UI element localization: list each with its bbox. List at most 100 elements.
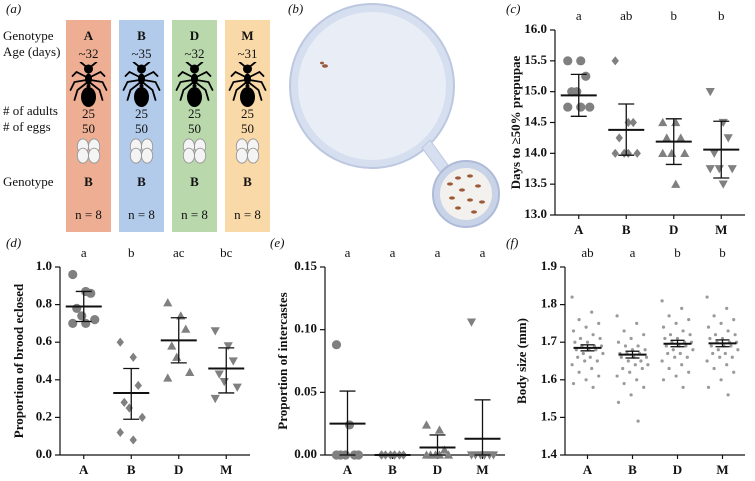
data-point xyxy=(68,269,78,280)
y-tick-label: 1.6 xyxy=(541,371,558,386)
x-tick-label: B xyxy=(622,222,631,237)
significance-letter: b xyxy=(128,245,135,260)
y-tick-label: 0.2 xyxy=(36,408,52,423)
data-point xyxy=(680,148,690,158)
data-point xyxy=(629,117,637,128)
y-tick-label: 1.7 xyxy=(541,333,558,348)
data-point xyxy=(633,148,641,158)
data-point xyxy=(595,359,599,363)
data-point xyxy=(563,56,573,66)
data-point xyxy=(626,359,630,363)
data-point xyxy=(719,321,723,325)
y-tick-label: 1.4 xyxy=(541,446,558,461)
significance-letter: b xyxy=(671,8,678,23)
host-genotype: B xyxy=(243,174,252,189)
x-tick-label: D xyxy=(673,462,682,477)
significance-letter: b xyxy=(718,8,725,23)
eggs: 50 xyxy=(241,121,254,136)
data-point xyxy=(713,333,718,337)
x-tick-label: B xyxy=(628,462,637,477)
significance-letter: a xyxy=(81,245,87,260)
adults: 25 xyxy=(188,106,201,121)
age: ~32 xyxy=(78,46,98,61)
y-tick-label: 14.0 xyxy=(524,144,547,159)
data-point xyxy=(581,351,585,356)
data-point xyxy=(116,337,124,347)
significance-letter: b xyxy=(719,245,726,260)
data-point xyxy=(331,450,342,460)
significance-letter: b xyxy=(674,245,681,260)
data-point xyxy=(709,344,713,348)
data-point xyxy=(730,355,734,359)
y-tick-label: 1.5 xyxy=(541,408,558,423)
data-point xyxy=(571,381,576,386)
data-point xyxy=(711,351,715,356)
data-point xyxy=(594,348,598,352)
data-point xyxy=(591,385,595,389)
data-point xyxy=(678,351,682,356)
data-point xyxy=(725,306,729,310)
data-point xyxy=(72,303,82,313)
row-label: # of eggs xyxy=(3,119,51,134)
y-tick-label: 0.10 xyxy=(294,321,317,336)
x-tick-label: A xyxy=(343,462,353,477)
data-point xyxy=(577,370,581,374)
x-tick-label: D xyxy=(669,222,678,237)
y-tick-label: 1.9 xyxy=(541,258,558,273)
data-point xyxy=(585,340,590,344)
data-point xyxy=(601,351,605,356)
data-point xyxy=(163,298,173,307)
genotype: D xyxy=(190,28,199,43)
y-axis-label: Body size (mm) xyxy=(514,318,529,404)
data-point xyxy=(629,336,633,341)
data-point xyxy=(705,295,709,299)
data-point xyxy=(619,355,623,359)
data-point xyxy=(666,351,670,356)
data-point xyxy=(181,324,191,333)
panel-label: (e) xyxy=(270,235,284,250)
data-point xyxy=(681,385,685,389)
data-point xyxy=(636,419,640,423)
data-point xyxy=(727,165,737,174)
significance-letter: ab xyxy=(581,245,593,260)
data-point xyxy=(576,355,580,359)
data-point xyxy=(667,314,671,318)
data-point xyxy=(588,355,592,359)
data-point xyxy=(726,393,730,397)
adults: 25 xyxy=(82,106,95,121)
data-point xyxy=(671,179,681,188)
data-point xyxy=(640,366,644,371)
significance-letter: a xyxy=(435,245,441,260)
data-point xyxy=(628,370,632,374)
data-point xyxy=(616,340,621,344)
data-point xyxy=(712,366,716,371)
x-tick-label: M xyxy=(715,222,727,237)
data-point xyxy=(691,348,695,352)
data-point xyxy=(714,165,724,174)
data-point xyxy=(668,333,673,337)
data-point xyxy=(583,359,587,363)
data-point xyxy=(214,370,224,379)
x-tick-label: B xyxy=(127,462,136,477)
y-axis-label: Days to ≥50% prepupae xyxy=(508,55,523,189)
significance-letter: bc xyxy=(220,245,233,260)
data-point xyxy=(661,325,666,329)
host-genotype: B xyxy=(190,174,199,189)
data-point xyxy=(590,366,594,371)
data-point xyxy=(684,344,688,348)
x-tick-label: A xyxy=(79,462,89,477)
age: ~31 xyxy=(237,46,257,61)
data-point xyxy=(687,370,691,374)
sample-size: n = 8 xyxy=(234,207,261,222)
data-point xyxy=(466,318,477,327)
y-tick-label: 0.0 xyxy=(36,446,52,461)
data-point xyxy=(667,148,677,158)
data-point xyxy=(681,329,685,333)
row-label: # of adults xyxy=(3,103,58,118)
data-point xyxy=(331,340,342,350)
sample-size: n = 8 xyxy=(128,207,155,222)
data-point xyxy=(621,366,625,371)
y-tick-label: 15.5 xyxy=(524,52,547,67)
data-point xyxy=(716,348,720,352)
